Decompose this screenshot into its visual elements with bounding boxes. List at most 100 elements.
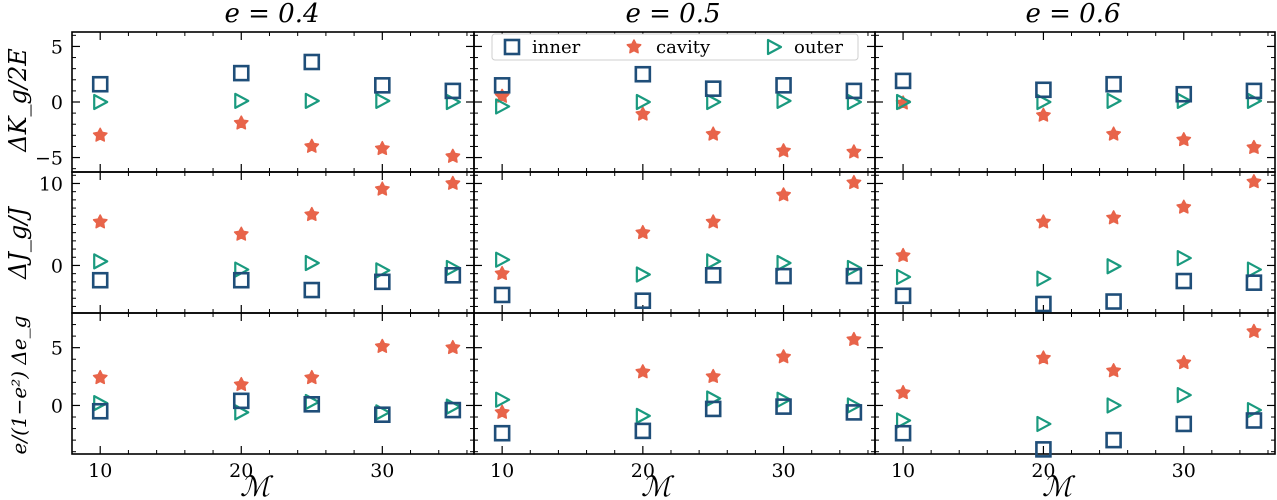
point-inner	[1245, 412, 1263, 429]
y-tick-label: 0	[51, 92, 63, 114]
col-title-1: e = 0.5	[625, 0, 720, 29]
point-inner	[493, 77, 511, 94]
panel-frame	[71, 312, 475, 455]
point-inner	[775, 267, 792, 285]
legend-label-cavity: cavity	[656, 37, 711, 58]
xlabel-col-0: ℳ	[240, 470, 274, 500]
point-cavity	[1036, 350, 1051, 365]
point-cavity	[1106, 126, 1122, 141]
point-inner	[775, 77, 792, 94]
point-outer	[495, 251, 511, 268]
point-cavity	[92, 127, 108, 142]
point-cavity	[705, 126, 721, 141]
point-cavity	[1176, 199, 1192, 214]
x-tick-label: 20	[1031, 460, 1055, 482]
point-cavity	[494, 404, 510, 419]
panel-frame	[71, 171, 475, 314]
point-outer	[304, 254, 320, 272]
point-cavity	[445, 339, 461, 355]
point-outer	[445, 398, 461, 415]
panel-frame	[874, 312, 1276, 455]
point-cavity	[445, 148, 461, 163]
x-tick-label: 30	[370, 460, 394, 482]
x-tick-label: 10	[490, 460, 514, 482]
point-outer	[706, 390, 722, 407]
point-cavity	[374, 140, 390, 156]
point-cavity	[233, 376, 249, 392]
point-inner	[1035, 81, 1052, 99]
x-tick-label: 30	[771, 460, 795, 482]
point-inner	[493, 286, 511, 304]
point-outer	[895, 93, 912, 111]
point-cavity	[846, 331, 862, 346]
point-cavity	[635, 364, 651, 379]
point-inner	[303, 281, 321, 299]
point-outer	[895, 412, 912, 429]
point-inner	[232, 271, 250, 289]
point-inner	[303, 53, 321, 71]
legend-marker-cavity	[626, 39, 642, 54]
point-inner	[704, 266, 722, 284]
point-inner	[1105, 431, 1122, 449]
point-inner	[374, 77, 391, 94]
panel-frame	[874, 171, 1276, 314]
point-inner	[845, 404, 863, 421]
point-cavity	[776, 349, 791, 364]
point-cavity	[304, 369, 320, 385]
col-title-0: e = 0.4	[224, 0, 319, 29]
point-cavity	[1176, 354, 1192, 370]
point-outer	[93, 93, 109, 111]
point-cavity	[846, 144, 862, 159]
point-inner	[1035, 441, 1052, 458]
point-inner	[845, 267, 863, 285]
xlabel-col-2: ℳ	[1042, 470, 1076, 500]
point-outer	[1036, 93, 1052, 111]
point-outer	[1106, 258, 1122, 275]
point-outer	[234, 92, 250, 109]
point-outer	[93, 253, 109, 270]
point-outer	[1176, 249, 1192, 267]
x-tick-label: 20	[631, 460, 655, 482]
point-inner	[1035, 295, 1052, 313]
point-outer	[776, 92, 792, 109]
legend-label-outer: outer	[794, 37, 843, 58]
legend-marker-inner	[503, 38, 521, 56]
point-cavity	[1246, 323, 1262, 338]
point-inner	[775, 398, 792, 415]
legend-label-inner: inner	[532, 37, 581, 58]
point-inner	[894, 287, 912, 305]
y-tick-label: 5	[51, 36, 63, 58]
legend-marker-outer	[766, 38, 783, 56]
point-outer	[1246, 261, 1263, 278]
legend-marker-outer	[766, 38, 783, 56]
point-cavity	[92, 369, 108, 385]
y-tick-label: 10	[39, 173, 63, 195]
x-tick-label: 10	[891, 460, 915, 482]
point-inner	[91, 75, 109, 93]
point-inner	[444, 82, 462, 100]
panel-r2-c1: 10 20 30	[473, 312, 876, 482]
point-cavity	[233, 115, 249, 130]
legend-marker-inner	[503, 38, 521, 56]
point-outer	[706, 93, 722, 111]
panel-frame	[874, 31, 1276, 173]
point-cavity	[705, 214, 721, 229]
col-title-2: e = 0.6	[1025, 0, 1120, 29]
point-inner	[232, 392, 250, 410]
point-inner	[1175, 85, 1193, 103]
point-cavity	[1036, 214, 1051, 229]
point-cavity	[494, 265, 510, 281]
point-inner	[374, 273, 391, 291]
point-cavity	[374, 181, 390, 196]
panel-r0-c1	[473, 31, 876, 173]
point-inner	[634, 422, 652, 440]
ylabel-row-2: e/(1−e²) Δe_g	[7, 316, 31, 455]
y-tick-label: −5	[35, 148, 63, 170]
point-outer	[1106, 92, 1122, 109]
point-outer	[1246, 401, 1263, 419]
panel-r1-c1	[473, 171, 876, 314]
point-outer	[1036, 415, 1052, 433]
x-tick-label: 20	[229, 460, 253, 482]
point-outer	[495, 391, 511, 408]
point-inner	[374, 406, 391, 424]
